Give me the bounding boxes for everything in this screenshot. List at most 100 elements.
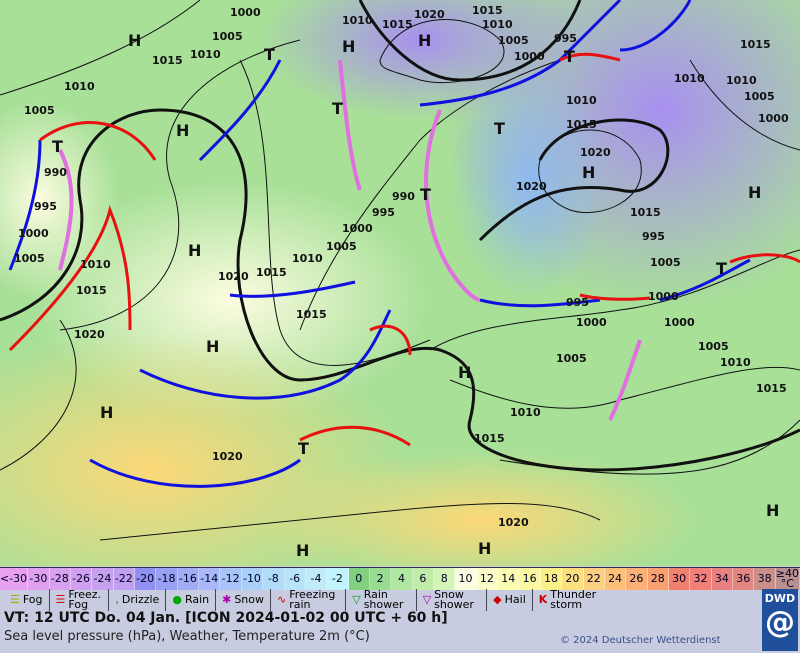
scale-cell: 2 — [369, 568, 392, 590]
pressure-label: 995 — [554, 32, 577, 45]
scale-cell: 16 — [519, 568, 541, 590]
pressure-label: 1000 — [648, 290, 679, 303]
high-label: H — [188, 241, 201, 260]
pressure-label: 1010 — [80, 258, 111, 271]
scale-cell: -22 — [113, 568, 135, 590]
high-label: H — [100, 403, 113, 422]
scale-cell: <-30 — [0, 568, 29, 590]
low-label: T — [564, 47, 575, 66]
snow-icon: ✱ — [222, 593, 232, 606]
scale-cell: -24 — [92, 568, 114, 590]
pressure-label: 995 — [34, 200, 57, 213]
scale-cell: -14 — [199, 568, 221, 590]
pressure-label: 995 — [642, 230, 665, 243]
pressure-label: 1020 — [74, 328, 105, 341]
pressure-label: 1000 — [18, 227, 49, 240]
scale-cell: 0 — [348, 568, 370, 590]
pressure-label: 1005 — [556, 352, 587, 365]
low-label: T — [264, 45, 275, 64]
scale-cell: 32 — [690, 568, 712, 590]
scale-cell: 6 — [412, 568, 435, 590]
pressure-label: 1010 — [482, 18, 513, 31]
pressure-label: 1005 — [14, 252, 45, 265]
freezing-fog-icon: ☰ — [55, 593, 66, 606]
temperature-color-scale: <-30 -30 -28 -26 -24 -22 -20 -18 -16 -14 -12 -10 -8-… — [0, 567, 800, 590]
occluded-fronts — [58, 59, 642, 421]
pressure-label: 1020 — [212, 450, 243, 463]
map-subtitle: Sea level pressure (hPa), Weather, Tempe… — [4, 629, 370, 644]
valid-time: VT: 12 UTC Do. 04 Jan. [ICON 2024-01-02 … — [4, 610, 448, 626]
warm-fronts — [8, 52, 800, 447]
rain-shower-icon: ▽ — [352, 593, 361, 606]
pressure-label: 1015 — [76, 284, 107, 297]
pressure-label: 990 — [44, 166, 67, 179]
hail-icon: ◆ — [493, 593, 502, 606]
weather-map: H H H H H H H H H H H H H T T T T T T T … — [0, 0, 800, 566]
thunderstorm-icon: K — [538, 593, 548, 606]
pressure-label: 990 — [392, 190, 415, 203]
high-label: H — [748, 183, 761, 202]
legend-fog: ☰ Fog — [4, 589, 50, 611]
scale-cell: -18 — [156, 568, 178, 590]
pressure-label: 1010 — [720, 356, 751, 369]
scale-cell: 4 — [391, 568, 413, 590]
low-label: T — [332, 99, 343, 118]
high-label: H — [206, 337, 219, 356]
pressure-label: 1010 — [190, 48, 221, 61]
dwd-logo: DWD @ — [762, 589, 798, 651]
pressure-label: 1005 — [744, 90, 775, 103]
low-label: T — [494, 119, 505, 138]
pressure-label: 1010 — [674, 72, 705, 85]
pressure-systems: H H H H H H H H H H H H H T T T T T T T … — [52, 31, 779, 560]
high-label: H — [766, 501, 779, 520]
scale-cell: 26 — [626, 568, 648, 590]
pressure-label: 995 — [372, 206, 395, 219]
legend-drizzle: , Drizzle — [109, 589, 167, 611]
pressure-label: 1005 — [212, 30, 243, 43]
pressure-label: 1010 — [342, 14, 373, 27]
freezing-rain-icon: ∿ — [277, 593, 287, 606]
pressure-label: 1015 — [740, 38, 771, 51]
legend-thunderstorm: K Thunder storm — [538, 588, 597, 611]
pressure-label: 1020 — [580, 146, 611, 159]
low-label: T — [298, 439, 309, 458]
pressure-label: 1005 — [24, 104, 55, 117]
scale-cell: 14 — [498, 568, 520, 590]
scale-cell: 8 — [434, 568, 456, 590]
scale-cell: 20 — [562, 568, 584, 590]
low-label: T — [420, 185, 431, 204]
isobars-bold — [0, 0, 800, 472]
legend-rain-shower: ▽ Rain shower — [346, 589, 417, 611]
pressure-label: 1020 — [516, 180, 547, 193]
scale-cell: -12 — [220, 568, 242, 590]
pressure-label: 1010 — [726, 74, 757, 87]
legend-rain: ● Rain — [166, 589, 217, 611]
high-label: H — [478, 539, 491, 558]
pressure-label: 1010 — [64, 80, 95, 93]
pressure-label: 1015 — [756, 382, 787, 395]
scale-cell: ≥40 °C — [775, 567, 800, 590]
scale-cell: 30 — [668, 568, 691, 590]
pressure-label: 1015 — [630, 206, 661, 219]
pressure-label: 1015 — [472, 4, 503, 17]
pressure-label: 1000 — [230, 6, 261, 19]
isobar-labels: 1000 1005 1010 1015 1020 1015 1010 1015 … — [14, 4, 789, 529]
scale-cell: -4 — [305, 568, 328, 590]
snow-shower-icon: ▽ — [422, 593, 432, 606]
pressure-label: 1005 — [698, 340, 729, 353]
low-label: T — [52, 137, 63, 156]
scale-cell: 12 — [476, 568, 499, 590]
legend-hail: ◆ Hail — [487, 589, 533, 611]
pressure-label: 1010 — [566, 94, 597, 107]
pressure-label: 1000 — [576, 316, 607, 329]
high-label: H — [418, 31, 431, 50]
scale-cell: 28 — [647, 568, 669, 590]
pressure-label: 1010 — [510, 406, 541, 419]
scale-cell: -16 — [177, 568, 200, 590]
scale-cell: 34 — [711, 568, 734, 590]
pressure-label: 1015 — [152, 54, 183, 67]
fog-icon: ☰ — [10, 593, 20, 606]
pressure-label: 1015 — [256, 266, 287, 279]
pressure-label: 1015 — [296, 308, 327, 321]
legend-snow: ✱ Snow — [216, 589, 272, 611]
